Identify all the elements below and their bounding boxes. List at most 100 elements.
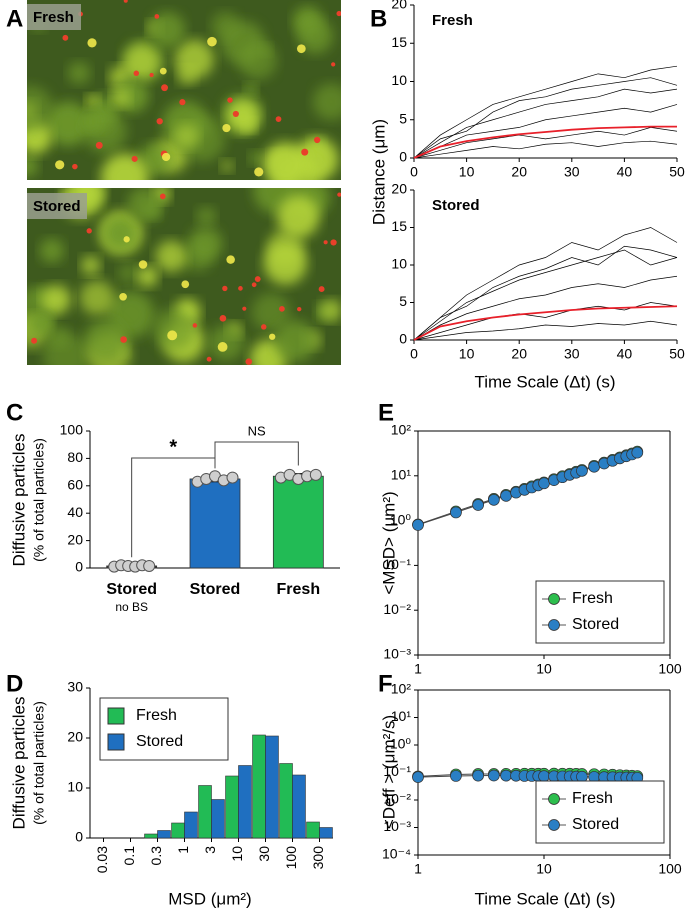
- blob: [29, 312, 53, 336]
- blob: [220, 159, 234, 173]
- y-axis-label: <MSD> (μm²): [379, 491, 398, 594]
- marker: [500, 490, 512, 502]
- y-tick-label: 10¹: [391, 708, 412, 724]
- blob: [27, 85, 53, 132]
- spot: [159, 193, 166, 200]
- category-label: Stored: [106, 581, 157, 598]
- blob: [45, 101, 91, 146]
- blob: [251, 293, 291, 332]
- spot: [232, 110, 239, 118]
- blob: [79, 280, 115, 316]
- mean-line: [413, 125, 677, 159]
- panel-letter: A: [6, 5, 23, 32]
- legend-label: Stored: [572, 616, 619, 633]
- spot: [279, 306, 285, 312]
- blob: [244, 83, 258, 97]
- panel-title: Stored: [432, 197, 480, 214]
- spot: [251, 282, 257, 288]
- spot: [254, 167, 264, 177]
- spot: [219, 314, 227, 322]
- x-tick-label: 40: [617, 346, 633, 362]
- spot: [254, 276, 261, 283]
- spot: [119, 292, 127, 301]
- blob: [85, 94, 100, 109]
- panel-letter: D: [6, 670, 23, 697]
- spot: [207, 36, 217, 47]
- y-tick-label: 20: [391, 181, 407, 197]
- spot: [123, 0, 128, 3]
- blob: [274, 320, 316, 362]
- y-tick-label: 20: [391, 0, 407, 12]
- marker: [500, 769, 512, 782]
- x-tick-label: 50: [669, 346, 685, 362]
- spot: [336, 10, 341, 17]
- spot: [238, 286, 243, 291]
- y-tick-label: 60: [67, 477, 83, 493]
- spot: [222, 285, 228, 292]
- y-tick-label: 20: [67, 729, 83, 745]
- y-tick-label: 100: [60, 422, 84, 438]
- blob: [297, 18, 333, 54]
- panel-title: Fresh: [432, 12, 473, 29]
- spot: [245, 358, 253, 365]
- bar: [184, 811, 198, 839]
- marker: [488, 769, 500, 782]
- category-label: Fresh: [277, 581, 321, 598]
- spot: [318, 286, 325, 292]
- blob: [127, 188, 163, 222]
- label-box: [27, 193, 87, 219]
- bar: [252, 734, 266, 839]
- blob: [103, 216, 138, 251]
- micrograph: [27, 188, 341, 365]
- y-tick-label: 10⁻⁴: [382, 846, 411, 862]
- x-tick-label: 10: [459, 164, 475, 180]
- trace-line: [413, 104, 678, 159]
- marker: [588, 460, 600, 473]
- x-tick-label: 0: [410, 346, 418, 362]
- x-tick-label: 40: [617, 164, 633, 180]
- x-tick-label: 50: [669, 164, 685, 180]
- panel-letter: C: [6, 399, 23, 426]
- legend-marker: [548, 619, 560, 631]
- spot: [131, 155, 138, 162]
- y-tick-label: 10⁻¹: [383, 556, 411, 572]
- micrograph: [27, 0, 341, 180]
- legend-label: Fresh: [572, 790, 613, 807]
- y-tick-label: 10⁰: [390, 511, 412, 527]
- blob: [81, 255, 101, 276]
- annotation: NS: [248, 423, 266, 438]
- legend-box: [535, 780, 665, 844]
- x-tick-label: 10: [459, 346, 475, 362]
- spot: [179, 99, 186, 106]
- bar: [211, 799, 225, 839]
- y-tick-label: 10⁻²: [383, 601, 411, 617]
- spot: [133, 70, 140, 77]
- y-axis-label: Diffusive particles: [9, 697, 28, 830]
- y-tick-label: 0: [399, 331, 407, 347]
- spot: [331, 62, 336, 67]
- trace-line: [413, 77, 678, 159]
- spot: [161, 152, 171, 162]
- spot: [31, 337, 38, 344]
- blob: [196, 206, 217, 227]
- x-axis-label: Time Scale (Δt) (s): [474, 372, 615, 391]
- trace-line: [413, 245, 678, 341]
- spot: [55, 160, 65, 170]
- blob: [263, 241, 308, 285]
- panel-letter: F: [378, 670, 393, 697]
- x-axis-label: MSD (μm²): [168, 889, 251, 908]
- marker: [450, 770, 462, 782]
- spot: [301, 148, 309, 156]
- spot: [206, 356, 212, 362]
- blob: [312, 83, 341, 120]
- y-axis-label: <Deff > (μm²/s): [379, 715, 398, 829]
- spot: [167, 330, 178, 341]
- blob: [208, 325, 244, 361]
- y-axis-label: Distance (μm): [369, 119, 388, 225]
- spot: [275, 116, 282, 122]
- legend-label: Fresh: [572, 590, 613, 607]
- bar: [144, 833, 158, 839]
- y-tick-label: 5: [399, 110, 407, 126]
- x-tick-label: 1: [414, 861, 422, 877]
